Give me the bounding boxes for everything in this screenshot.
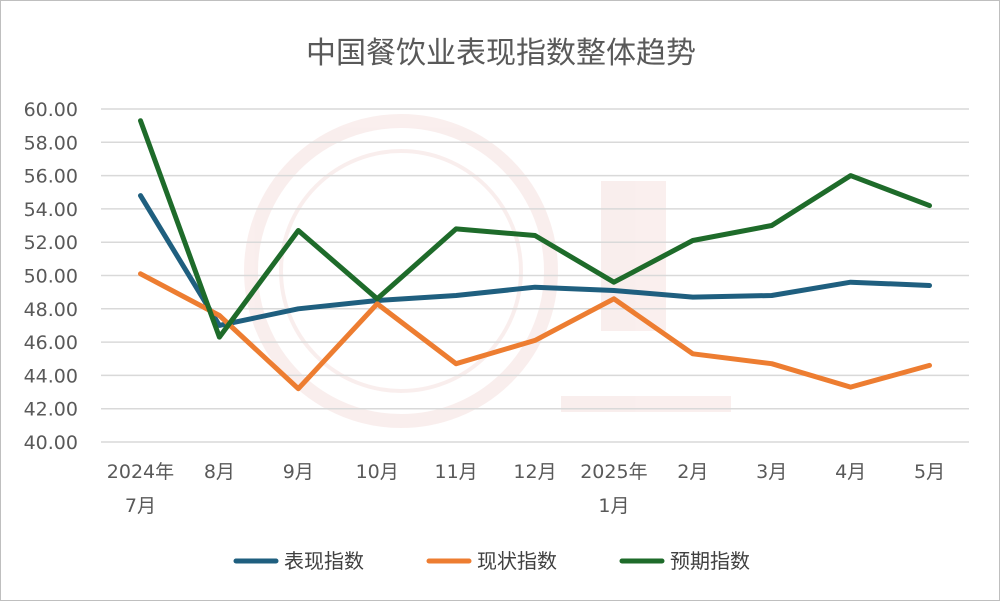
series-line-1: [138, 193, 932, 328]
x-tick-label: 2024年: [107, 461, 174, 483]
y-tick-label: 54.00: [24, 199, 78, 221]
chart-title: 中国餐饮业表现指数整体趋势: [306, 36, 696, 71]
y-tick-label: 42.00: [24, 399, 78, 421]
x-tick-label: 8月: [204, 461, 235, 483]
legend-label: 现状指数: [477, 549, 557, 573]
x-tick-label-line2: 7月: [125, 495, 156, 517]
y-tick-label: 56.00: [24, 166, 78, 188]
y-tick-label: 58.00: [24, 132, 78, 154]
series-line-3: [138, 118, 932, 340]
x-tick-label: 12月: [513, 461, 556, 483]
x-tick-label: 5月: [914, 461, 945, 483]
x-tick-label: 2025年: [580, 461, 647, 483]
y-tick-label: 40.00: [24, 432, 78, 454]
y-tick-label: 52.00: [24, 232, 78, 254]
y-axis-ticks: 40.00 42.00 44.00 46.00 48.00 50.00 52.00 54.00…: [24, 99, 78, 454]
x-tick-label: 2月: [677, 461, 708, 483]
x-tick-label: 4月: [835, 461, 866, 483]
x-tick-label: 11月: [434, 461, 477, 483]
grid-lines: [101, 108, 969, 443]
x-tick-label-line2: 1月: [598, 495, 629, 517]
y-tick-label: 48.00: [24, 299, 78, 321]
series-line-2: [138, 271, 932, 392]
x-tick-label: 10月: [356, 461, 399, 483]
y-tick-label: 46.00: [24, 332, 78, 354]
y-tick-label: 44.00: [24, 365, 78, 387]
y-tick-label: 60.00: [24, 99, 78, 121]
legend-label: 表现指数: [284, 549, 364, 573]
legend-label: 预期指数: [670, 549, 750, 573]
x-axis-ticks: 2024年 7月 8月 9月 10月 11月 12月 2025年 1月 2月 3月 4月 5月: [107, 461, 945, 517]
x-tick-label: 9月: [283, 461, 314, 483]
legend: 表现指数 现状指数 预期指数: [233, 549, 750, 573]
x-tick-label: 3月: [756, 461, 787, 483]
series-lines: [138, 118, 932, 392]
y-tick-label: 50.00: [24, 266, 78, 288]
